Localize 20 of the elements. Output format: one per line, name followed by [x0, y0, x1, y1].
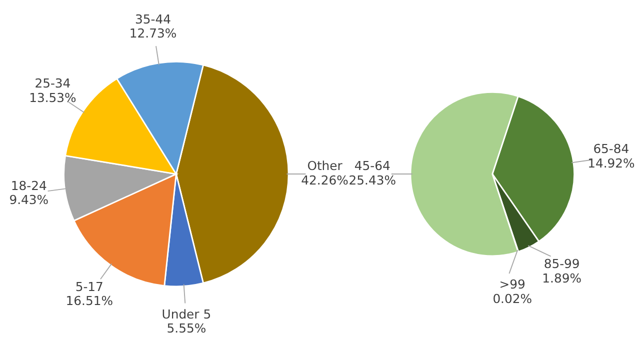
data-label: 14.92% [588, 156, 636, 171]
slice-label: 25-34 [34, 76, 71, 91]
slice-label: 65-84 [593, 142, 630, 156]
data-label: 42.26% [301, 174, 349, 188]
data-label: 16.51% [66, 294, 114, 308]
slice-label: 85-99 [544, 257, 580, 272]
slice-label: 18-24 [10, 178, 48, 193]
slice-label: >99 [499, 278, 526, 292]
data-label: 13.53% [29, 90, 77, 105]
slice-label: Other [307, 159, 344, 174]
slice-label: 35-44 [135, 12, 172, 26]
slice-label: 45-64 [354, 159, 390, 174]
data-label: 9.43% [9, 193, 49, 208]
data-label: 25.43% [348, 174, 396, 188]
slice-label: 5-17 [75, 280, 104, 294]
data-label: 1.89% [542, 271, 582, 286]
slice-label: Under 5 [162, 307, 212, 322]
data-label: 12.73% [129, 26, 177, 41]
data-label: 0.02% [492, 292, 532, 306]
data-label: 5.55% [166, 322, 206, 336]
